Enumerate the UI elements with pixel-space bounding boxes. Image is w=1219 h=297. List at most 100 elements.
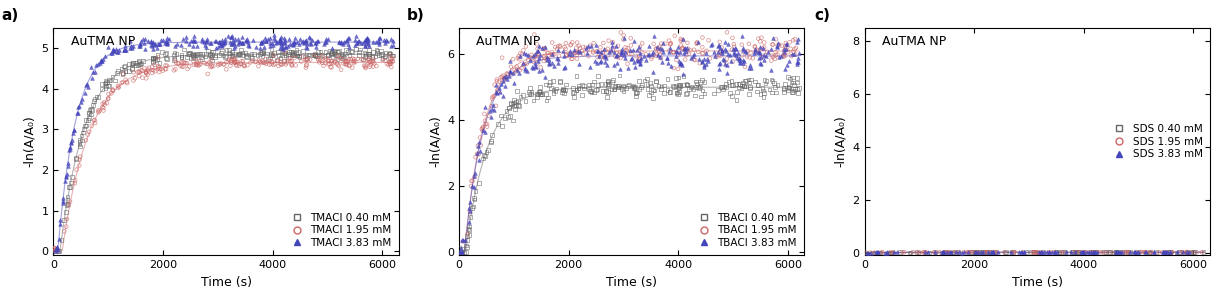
Point bbox=[736, 79, 756, 83]
Point bbox=[369, 35, 389, 40]
Point bbox=[108, 86, 128, 90]
Point bbox=[123, 61, 143, 65]
Point bbox=[216, 54, 235, 59]
Point bbox=[589, 74, 608, 78]
Point bbox=[369, 52, 389, 57]
Point bbox=[316, 56, 335, 61]
Point bbox=[1025, 250, 1045, 255]
Point bbox=[652, 46, 672, 51]
Point bbox=[530, 84, 550, 89]
Point bbox=[619, 51, 639, 56]
Point bbox=[562, 53, 581, 58]
Point bbox=[613, 83, 633, 88]
Point bbox=[238, 42, 257, 47]
Point bbox=[1163, 250, 1182, 255]
Point bbox=[538, 57, 557, 61]
Point bbox=[297, 45, 317, 50]
Point bbox=[1181, 250, 1201, 255]
Point bbox=[652, 84, 672, 89]
Point bbox=[1072, 250, 1091, 255]
Point bbox=[330, 56, 350, 61]
Point bbox=[1118, 250, 1137, 255]
Point bbox=[247, 53, 267, 58]
Point bbox=[666, 75, 685, 80]
Point bbox=[542, 40, 562, 45]
Point bbox=[675, 47, 695, 52]
Point bbox=[560, 51, 579, 56]
Point bbox=[758, 50, 778, 54]
Point bbox=[880, 250, 900, 255]
Point bbox=[306, 52, 325, 57]
Point bbox=[511, 54, 530, 59]
Point bbox=[235, 64, 255, 69]
Point bbox=[1004, 250, 1024, 255]
Point bbox=[668, 52, 688, 57]
Point bbox=[486, 77, 506, 82]
Point bbox=[184, 38, 204, 43]
Point bbox=[296, 63, 316, 68]
Point bbox=[254, 59, 273, 64]
Point bbox=[1002, 250, 1022, 255]
Point bbox=[244, 37, 263, 42]
Point bbox=[879, 250, 898, 255]
Point bbox=[232, 40, 251, 45]
Point bbox=[527, 42, 546, 47]
Point bbox=[979, 250, 998, 255]
Point bbox=[375, 53, 395, 58]
Text: AuTMA NP: AuTMA NP bbox=[71, 35, 135, 48]
Point bbox=[566, 50, 585, 55]
Point bbox=[653, 40, 673, 45]
Point bbox=[197, 36, 217, 41]
Point bbox=[201, 58, 221, 62]
Point bbox=[591, 55, 611, 60]
Point bbox=[645, 34, 664, 39]
Point bbox=[1109, 250, 1129, 255]
Point bbox=[685, 93, 705, 98]
Point bbox=[695, 79, 714, 84]
Point bbox=[329, 63, 349, 68]
Point bbox=[692, 60, 712, 65]
Point bbox=[781, 89, 801, 94]
Point bbox=[383, 53, 402, 58]
Point bbox=[473, 126, 492, 131]
Point bbox=[474, 111, 494, 116]
Point bbox=[767, 44, 786, 49]
Point bbox=[724, 50, 744, 55]
Point bbox=[108, 69, 128, 74]
Point bbox=[531, 65, 551, 70]
Point bbox=[57, 198, 77, 203]
Point bbox=[334, 55, 354, 60]
Point bbox=[250, 59, 269, 64]
Point bbox=[981, 250, 1001, 255]
Point bbox=[1081, 250, 1101, 255]
Point bbox=[642, 70, 662, 75]
Point bbox=[612, 46, 631, 51]
Point bbox=[538, 55, 557, 60]
Point bbox=[769, 54, 789, 59]
Point bbox=[1107, 250, 1126, 255]
Point bbox=[69, 142, 89, 147]
Point bbox=[262, 46, 282, 51]
Point bbox=[144, 46, 163, 51]
Point bbox=[774, 90, 794, 94]
Point bbox=[301, 41, 321, 46]
Point bbox=[143, 64, 162, 69]
Point bbox=[1074, 250, 1093, 255]
Point bbox=[678, 91, 697, 95]
Point bbox=[1082, 250, 1102, 255]
Point bbox=[149, 55, 168, 60]
Point bbox=[1181, 250, 1201, 255]
Point bbox=[670, 62, 690, 67]
Point bbox=[1176, 250, 1196, 255]
Point bbox=[1045, 250, 1064, 255]
Point bbox=[670, 38, 690, 43]
Point bbox=[564, 48, 584, 53]
Point bbox=[177, 34, 196, 39]
Point bbox=[919, 250, 939, 255]
Point bbox=[510, 71, 529, 75]
Point bbox=[238, 54, 257, 59]
Point bbox=[497, 76, 517, 81]
Point bbox=[616, 56, 635, 60]
Point bbox=[486, 90, 506, 95]
Point bbox=[229, 39, 249, 44]
